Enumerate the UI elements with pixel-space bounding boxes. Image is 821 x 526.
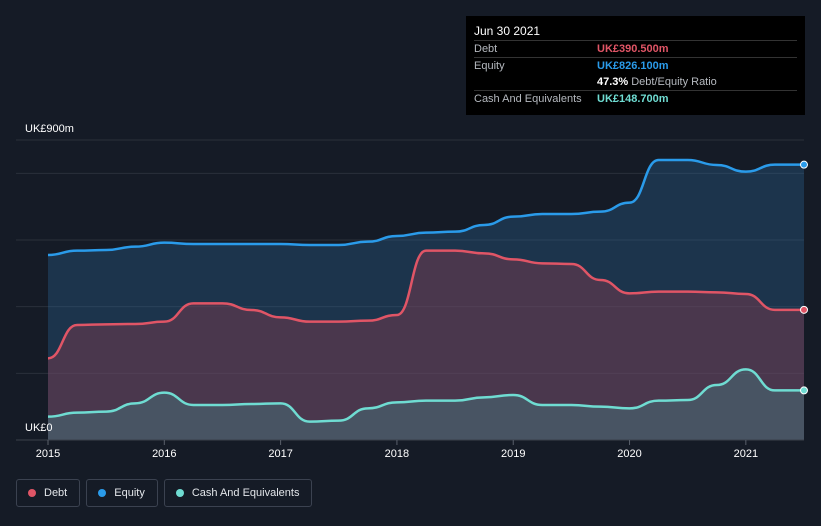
chart-areas	[48, 160, 804, 440]
x-tick-label: 2017	[268, 448, 292, 460]
y-axis-max-label: UK£900m	[25, 123, 74, 135]
equity-line	[47, 158, 804, 257]
debt-area	[48, 250, 804, 440]
legend-item-debt[interactable]: Debt	[16, 479, 81, 507]
x-tick-label: 2019	[501, 448, 525, 460]
debt-line	[47, 249, 804, 360]
legend-item-cash[interactable]: Cash And Equivalents	[163, 479, 313, 507]
legend-debt-label: Debt	[44, 487, 68, 499]
tooltip-debt-label: Debt	[474, 43, 498, 55]
x-axis-ticks: 2015 2016 2017 2018 2019 2020 2021	[16, 439, 804, 460]
legend-cash-label: Cash And Equivalents	[191, 487, 300, 499]
debt-end-marker	[800, 305, 808, 314]
legend-equity-label: Equity	[114, 487, 145, 499]
tooltip-equity-value: UK£826.100m	[597, 60, 669, 72]
tooltip-equity-row: Equity UK£826.100m	[474, 57, 797, 74]
cash-line	[47, 368, 804, 423]
x-tick-label: 2018	[385, 448, 409, 460]
tooltip-ratio-value: 47.3%	[597, 76, 629, 88]
tooltip-ratio-label: Debt/Equity Ratio	[631, 76, 717, 88]
tooltip-ratio-row: 47.3% Debt/Equity Ratio	[474, 74, 797, 90]
x-tick-label: 2015	[36, 448, 60, 460]
legend-item-equity[interactable]: Equity	[86, 479, 158, 507]
x-tick-label: 2021	[734, 448, 758, 460]
tooltip-debt-value: UK£390.500m	[597, 43, 669, 55]
chart-end-markers	[800, 160, 808, 395]
debt-dot-icon	[28, 489, 36, 497]
equity-end-marker	[800, 160, 808, 169]
x-tick-label: 2016	[152, 448, 176, 460]
y-axis-min-label: UK£0	[25, 422, 53, 434]
cash-dot-icon	[175, 489, 184, 497]
chart-legend: Debt Equity Cash And Equivalents	[16, 479, 313, 507]
tooltip-date: Jun 30 2021	[474, 24, 541, 38]
equity-area	[48, 160, 804, 440]
tooltip-cash-value: UK£148.700m	[597, 93, 669, 105]
tooltip-debt-row: Debt UK£390.500m	[474, 40, 797, 57]
tooltip-cash-row: Cash And Equivalents UK£148.700m	[474, 90, 797, 107]
x-tick-label: 2020	[617, 448, 641, 460]
cash-end-marker	[800, 386, 808, 395]
tooltip-cash-label: Cash And Equivalents	[474, 93, 582, 105]
chart-tooltip: Jun 30 2021 Debt UK£390.500m Equity UK£8…	[466, 16, 805, 115]
equity-dot-icon	[98, 489, 107, 497]
chart-lines	[47, 158, 804, 423]
cash-area	[48, 369, 804, 440]
tooltip-equity-label: Equity	[474, 60, 505, 72]
